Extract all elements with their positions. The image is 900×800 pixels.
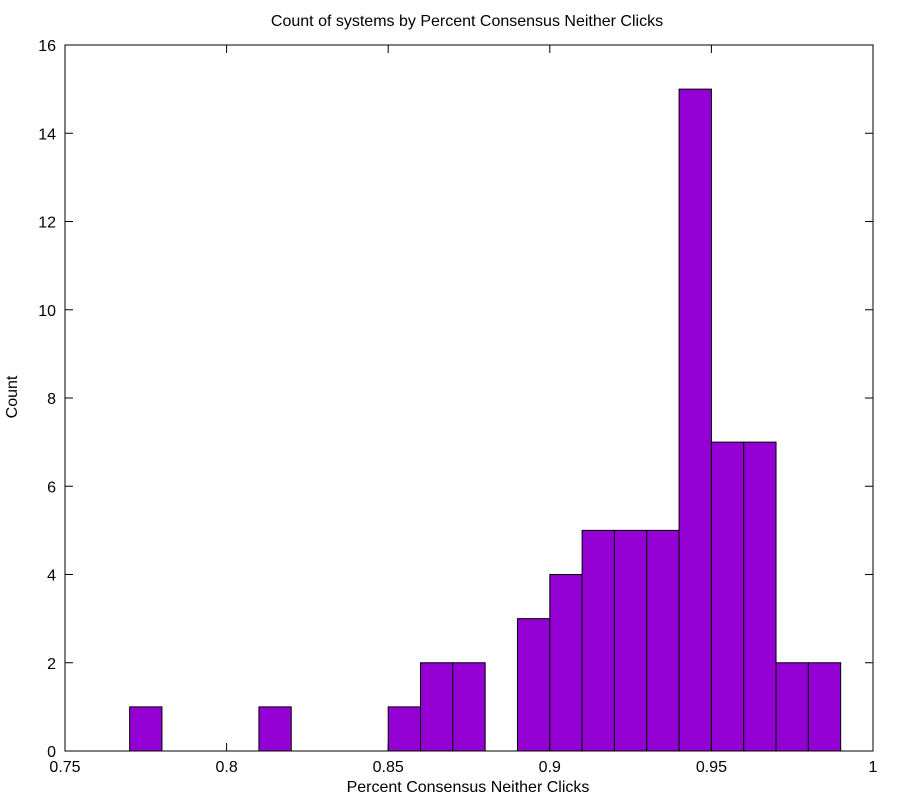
histogram-bar bbox=[646, 529, 680, 752]
x-axis-label: Percent Consensus Neither Clicks bbox=[347, 779, 590, 796]
x-tick-label: 0.95 bbox=[696, 759, 727, 776]
y-tick-label: 14 bbox=[38, 126, 56, 143]
y-tick-label: 16 bbox=[38, 38, 56, 55]
histogram-bar bbox=[710, 441, 745, 752]
y-axis: 0 2 4 6 8 10 12 14 16 bbox=[38, 38, 873, 761]
x-tick-label: 1 bbox=[869, 759, 878, 776]
y-tick-label: 8 bbox=[47, 391, 56, 408]
y-tick-label: 2 bbox=[47, 656, 56, 673]
y-tick-label: 0 bbox=[47, 744, 56, 761]
histogram-bar bbox=[581, 529, 615, 752]
y-tick-label: 6 bbox=[47, 479, 56, 496]
bars-group bbox=[129, 88, 842, 752]
chart-title: Count of systems by Percent Consensus Ne… bbox=[271, 13, 663, 30]
x-axis: 0.75 0.8 0.85 0.9 0.95 1 bbox=[49, 45, 878, 776]
histogram-bar bbox=[420, 662, 454, 752]
histogram-bar bbox=[516, 618, 551, 752]
y-tick-label: 4 bbox=[47, 568, 56, 585]
x-tick-label: 0.8 bbox=[215, 759, 237, 776]
histogram-bar bbox=[387, 706, 422, 752]
histogram-bar bbox=[258, 706, 292, 752]
x-tick-label: 0.75 bbox=[49, 759, 80, 776]
histogram-bar bbox=[775, 662, 809, 752]
histogram-bar bbox=[743, 441, 777, 752]
histogram-bar bbox=[678, 88, 712, 752]
x-tick-label: 0.9 bbox=[539, 759, 561, 776]
histogram-bar bbox=[807, 662, 842, 752]
y-tick-label: 10 bbox=[38, 303, 56, 320]
histogram-bar bbox=[613, 529, 648, 752]
histogram-bar bbox=[549, 574, 583, 752]
x-tick-label: 0.85 bbox=[373, 759, 404, 776]
y-axis-label: Count bbox=[4, 375, 21, 418]
y-tick-label: 12 bbox=[38, 215, 56, 232]
histogram-bar bbox=[129, 706, 163, 752]
histogram-bar bbox=[452, 662, 486, 752]
